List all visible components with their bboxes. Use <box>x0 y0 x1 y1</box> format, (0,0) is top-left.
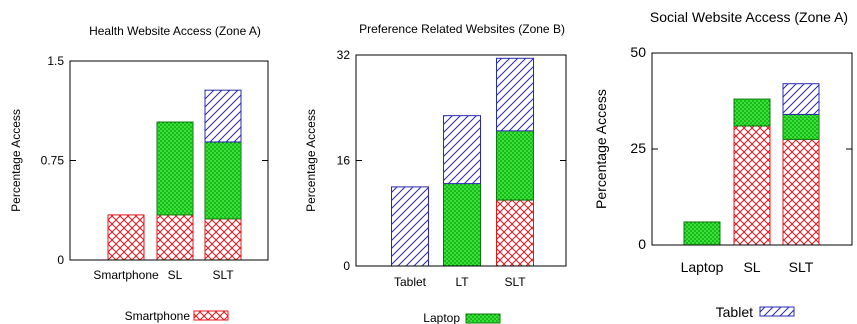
chart-title: Preference Related Websites (Zone B) <box>359 22 565 36</box>
y-axis-label: Percentage Access <box>304 109 318 212</box>
legend-label: Laptop <box>423 311 460 324</box>
y-tick-label: 0.75 <box>41 154 65 168</box>
bar-segment <box>204 141 242 220</box>
bar-segment <box>204 89 242 143</box>
y-axis-label: Percentage Access <box>593 89 609 209</box>
bar-segment <box>782 83 820 115</box>
chart-title: Social Website Access (Zone A) <box>650 9 848 25</box>
legend-swatch <box>465 313 501 324</box>
bar-segment <box>496 130 534 201</box>
y-tick-label: 25 <box>630 140 646 156</box>
chart-panel-3: Social Website Access (Zone A) Percentage… <box>593 9 853 320</box>
bar-segment <box>156 214 194 261</box>
x-tick-label: SLT <box>212 268 234 282</box>
bar-segment <box>733 125 771 246</box>
bar-segment <box>443 115 481 185</box>
x-tick-label: SL <box>168 268 183 282</box>
bar-segment <box>391 186 429 267</box>
y-tick-label: 1.5 <box>47 54 64 68</box>
legend-label: Smartphone <box>125 309 191 323</box>
y-tick-label: 50 <box>630 44 646 60</box>
bar-segment <box>683 221 721 246</box>
y-tick-label: 16 <box>337 154 351 168</box>
chart-title: Health Website Access (Zone A) <box>89 24 261 38</box>
x-tick-label: Smartphone <box>93 268 159 282</box>
bar-segment <box>733 98 771 127</box>
x-tick-label: SL <box>743 259 760 275</box>
chart-panel-2: Preference Related Websites (Zone B) Perc… <box>304 22 567 324</box>
chart-panel-1: Health Website Access (Zone A) Percentage… <box>9 24 269 323</box>
bar-segment <box>156 121 194 216</box>
y-tick-label: 32 <box>337 48 351 62</box>
x-tick-label: Tablet <box>394 275 427 289</box>
legend-swatch <box>193 310 229 321</box>
x-tick-label: SLT <box>789 259 814 275</box>
bar-segment <box>443 183 481 267</box>
bar-segment <box>204 218 242 261</box>
bar-segment <box>782 138 820 246</box>
bar-segment <box>496 199 534 267</box>
legend-swatch <box>759 306 795 317</box>
legend-label: Tablet <box>716 304 753 320</box>
x-tick-label: SLT <box>504 275 526 289</box>
y-axis-label: Percentage Access <box>9 109 23 212</box>
y-tick-label: 0 <box>638 236 646 252</box>
y-tick-label: 0 <box>343 259 350 273</box>
y-tick-label: 0 <box>57 253 64 267</box>
bar-segment <box>107 214 145 261</box>
x-tick-label: LT <box>455 275 469 289</box>
x-tick-label: Laptop <box>681 259 724 275</box>
bar-segment <box>782 113 820 140</box>
bar-segment <box>496 57 534 132</box>
